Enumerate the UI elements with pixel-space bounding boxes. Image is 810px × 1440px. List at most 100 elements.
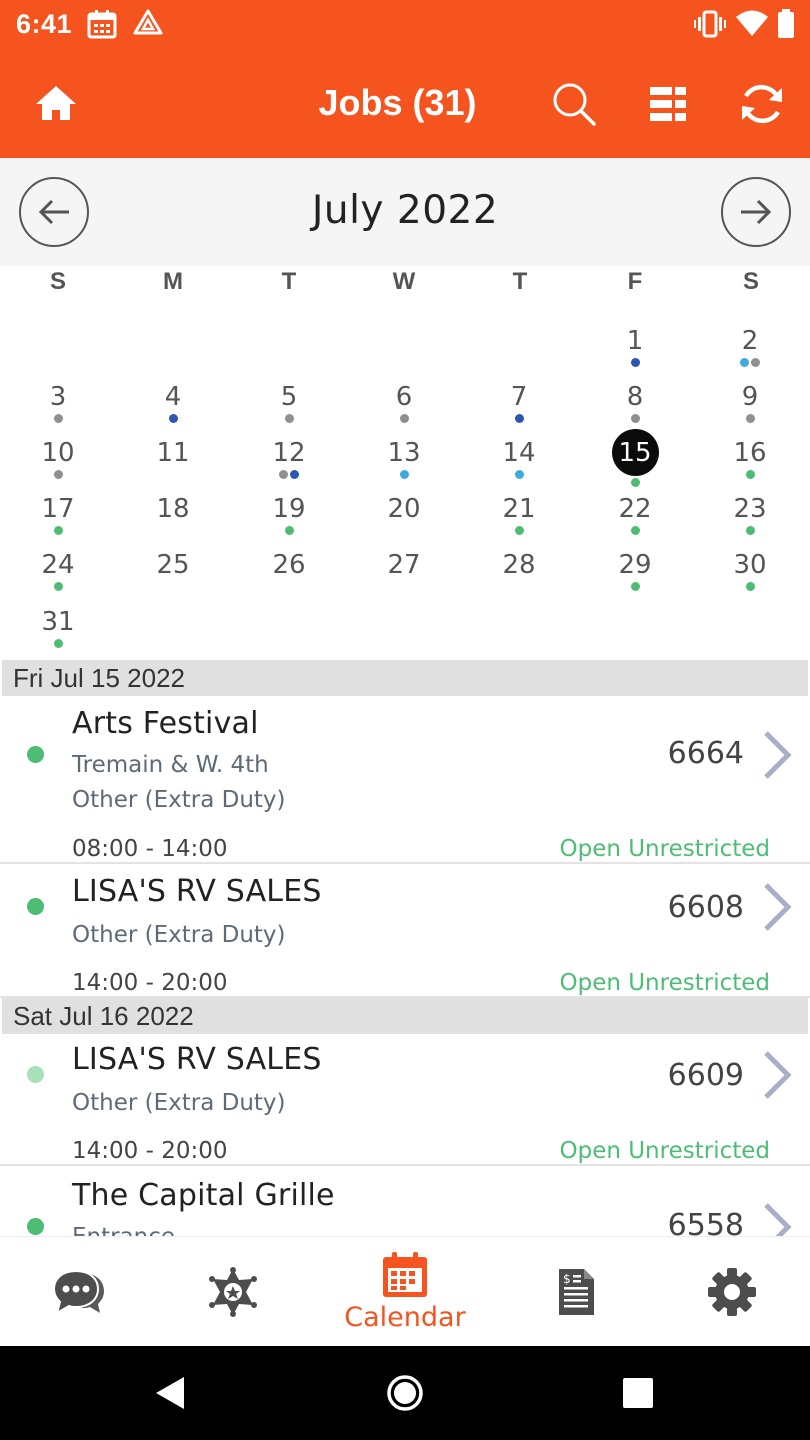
month-label: July 2022: [311, 188, 499, 233]
job-number: 6558: [667, 1208, 744, 1236]
day-event-dots: [484, 414, 554, 424]
selected-day-indicator: [612, 429, 659, 476]
event-dot: [745, 414, 755, 423]
day-event-dots: [600, 582, 670, 592]
calendar-day-11[interactable]: 11: [138, 438, 208, 494]
day-event-dots: [138, 582, 208, 592]
wifi-icon: [736, 10, 768, 36]
tab-calendar[interactable]: Calendar: [335, 1237, 475, 1347]
tab-settings[interactable]: [662, 1237, 802, 1347]
status-bar: 6:41: [0, 0, 810, 50]
chevron-right-icon: [764, 731, 792, 779]
job-item[interactable]: LISA'S RV SALES Other (Extra Duty) 14:00…: [0, 1034, 810, 1166]
calendar-day-12[interactable]: 12: [254, 438, 324, 494]
event-dot: [630, 358, 640, 367]
settings-icon: [708, 1268, 756, 1316]
day-event-dots: [254, 470, 324, 480]
day-number: 22: [618, 494, 652, 524]
search-icon[interactable]: [546, 76, 602, 132]
day-number: 31: [41, 607, 75, 637]
calendar-day-23[interactable]: 23: [715, 494, 785, 550]
calendar-day-19[interactable]: 19: [254, 494, 324, 550]
calendar-day-20[interactable]: 20: [369, 494, 439, 550]
next-month-button[interactable]: [721, 177, 791, 247]
back-icon[interactable]: [150, 1374, 188, 1412]
calendar-day-14[interactable]: 14: [484, 438, 554, 494]
calendar-day-1[interactable]: 1: [600, 326, 670, 382]
calendar-day-15[interactable]: 15: [600, 438, 670, 494]
job-number: 6609: [667, 1058, 744, 1093]
calendar-day-25[interactable]: 25: [138, 550, 208, 606]
calendar-day-18[interactable]: 18: [138, 494, 208, 550]
day-number: 2: [741, 326, 759, 356]
chevron-right-icon: [764, 883, 792, 931]
day-number: 9: [741, 382, 759, 412]
event-dot: [53, 582, 63, 591]
job-list[interactable]: Fri Jul 15 2022 Arts Festival Tremain & …: [0, 658, 810, 1236]
date-group-header: Fri Jul 15 2022: [2, 660, 808, 696]
calendar-day-30[interactable]: 30: [715, 550, 785, 606]
home-nav-icon[interactable]: [385, 1373, 425, 1413]
refresh-icon[interactable]: [734, 76, 790, 132]
day-event-dots: [23, 526, 93, 536]
weekday-header: S M T W T F S: [0, 268, 810, 304]
home-icon[interactable]: [28, 76, 84, 132]
day-event-dots: [138, 526, 208, 536]
bottom-tab-bar: Calendar $: [0, 1236, 810, 1346]
job-item[interactable]: LISA'S RV SALES Other (Extra Duty) 14:00…: [0, 864, 810, 998]
tab-documents[interactable]: $: [506, 1237, 646, 1347]
calendar-day-16[interactable]: 16: [715, 438, 785, 494]
job-status-dot: [27, 746, 44, 763]
calendar-day-5[interactable]: 5: [254, 382, 324, 438]
calendar-day-8[interactable]: 8: [600, 382, 670, 438]
calendar-day-17[interactable]: 17: [23, 494, 93, 550]
previous-month-button[interactable]: [19, 177, 89, 247]
calendar-day-22[interactable]: 22: [600, 494, 670, 550]
day-number: 21: [502, 494, 536, 524]
calendar-day-21[interactable]: 21: [484, 494, 554, 550]
day-number: 24: [41, 550, 75, 580]
day-event-dots: [715, 526, 785, 536]
calendar-day-6[interactable]: 6: [369, 382, 439, 438]
calendar-day-9[interactable]: 9: [715, 382, 785, 438]
job-status-dot: [27, 898, 44, 915]
calendar-day-26[interactable]: 26: [254, 550, 324, 606]
chevron-right-icon: [764, 1051, 792, 1099]
day-number: 19: [272, 494, 306, 524]
day-number: 13: [387, 438, 421, 468]
recents-icon[interactable]: [621, 1376, 655, 1410]
event-dot: [168, 414, 178, 423]
day-number: 15: [618, 438, 652, 468]
day-number: 11: [156, 438, 190, 468]
day-event-dots: [23, 414, 93, 424]
list-view-icon[interactable]: [640, 76, 696, 132]
badge-icon: [209, 1267, 257, 1317]
calendar-day-3[interactable]: 3: [23, 382, 93, 438]
job-item[interactable]: Arts Festival Tremain & W. 4th Other (Ex…: [0, 696, 810, 864]
calendar-day-27[interactable]: 27: [369, 550, 439, 606]
calendar-day-7[interactable]: 7: [484, 382, 554, 438]
calendar-day-2[interactable]: 2: [715, 326, 785, 382]
app-header: 6:41 Jobs (31): [0, 0, 810, 158]
calendar-day-28[interactable]: 28: [484, 550, 554, 606]
event-dot: [514, 470, 524, 479]
weekday-label: M: [163, 268, 183, 295]
job-title: LISA'S RV SALES: [72, 874, 322, 909]
event-dot: [630, 478, 640, 487]
calendar-day-24[interactable]: 24: [23, 550, 93, 606]
day-number: 12: [272, 438, 306, 468]
calendar-day-29[interactable]: 29: [600, 550, 670, 606]
tab-badge[interactable]: [163, 1237, 303, 1347]
day-event-dots: [600, 414, 670, 424]
job-item[interactable]: The Capital Grille Entrance 6558: [0, 1168, 810, 1236]
day-event-dots: [484, 526, 554, 536]
day-event-dots: [138, 470, 208, 480]
calendar-day-13[interactable]: 13: [369, 438, 439, 494]
day-event-dots: [715, 470, 785, 480]
tab-messages[interactable]: [8, 1237, 148, 1347]
calendar-day-10[interactable]: 10: [23, 438, 93, 494]
weekday-label: S: [49, 268, 66, 295]
event-dot: [630, 582, 640, 591]
calendar-day-4[interactable]: 4: [138, 382, 208, 438]
calendar-day-31[interactable]: 31: [23, 607, 93, 663]
